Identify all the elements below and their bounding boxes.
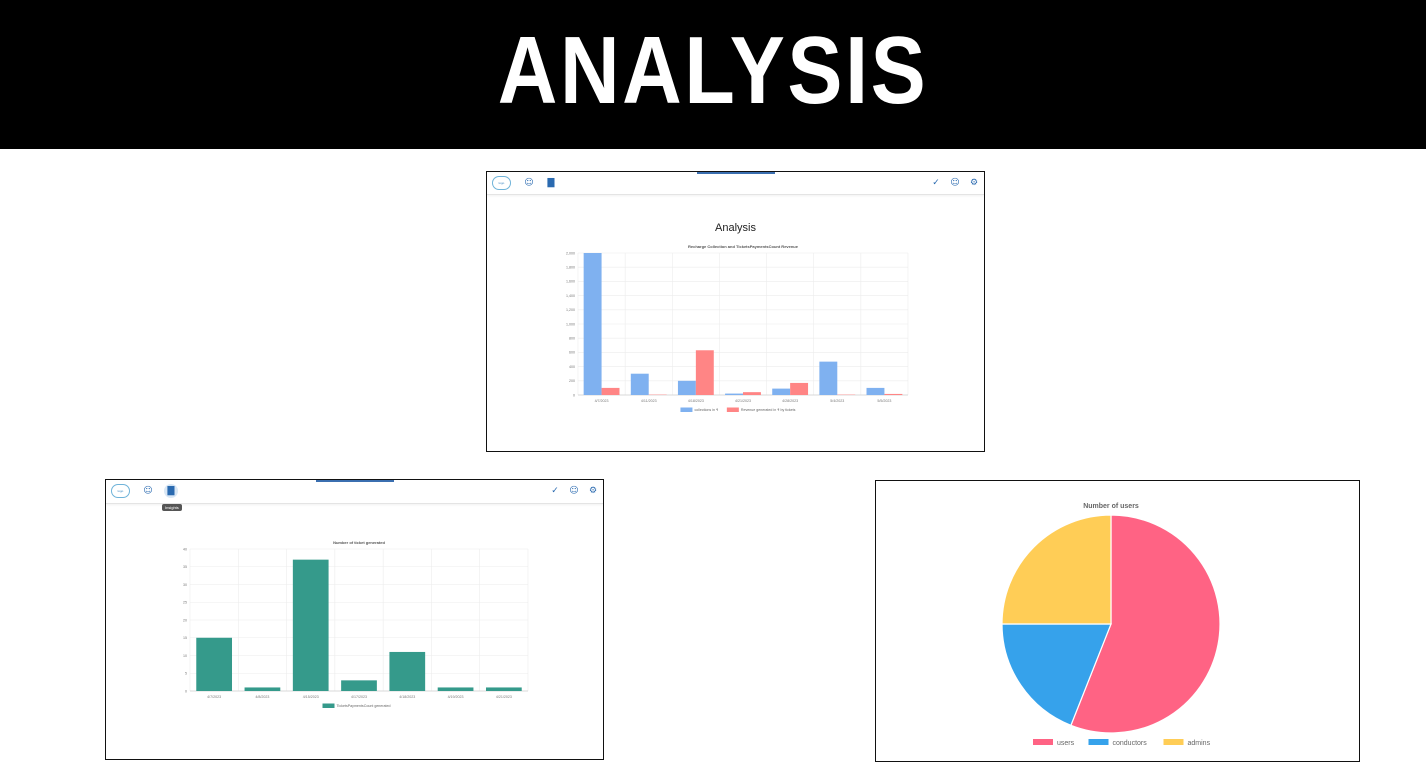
bar — [583, 253, 602, 395]
y-tick-label: 25 — [183, 601, 187, 605]
verified-icon[interactable]: ✓ — [932, 178, 940, 188]
bar — [601, 387, 620, 395]
x-tick-label: 4/8/2023 — [255, 695, 269, 699]
x-tick-label: 4/11/2023 — [641, 399, 657, 403]
legend-swatch — [726, 407, 739, 412]
pie-slice — [1070, 514, 1221, 734]
bar — [772, 388, 791, 395]
user-search-icon[interactable]: ☺ — [569, 486, 579, 496]
x-tick-label: 4/17/2023 — [351, 695, 367, 699]
app-logo[interactable]: logo — [492, 176, 511, 190]
x-tick-label: 5/4/2023 — [830, 399, 844, 403]
y-tick-label: 1,600 — [566, 280, 575, 284]
bar — [244, 687, 281, 691]
y-tick-label: 200 — [569, 379, 575, 383]
y-tick-label: 10 — [183, 654, 187, 658]
users-screenshot: Number of users users conductors admins — [875, 480, 1360, 762]
verified-icon[interactable]: ✓ — [551, 486, 559, 496]
page-title: Analysis — [715, 222, 756, 234]
x-tick-label: 4/15/2023 — [303, 695, 319, 699]
legend-swatch — [680, 407, 693, 412]
x-tick-label: 4/21/2023 — [496, 695, 512, 699]
y-tick-label: 600 — [569, 351, 575, 355]
bar — [695, 350, 714, 395]
bar — [389, 651, 426, 691]
x-tick-label: 4/7/2023 — [595, 399, 609, 403]
banner-title: ANALYSIS — [497, 17, 929, 124]
x-tick-label: 4/7/2023 — [207, 695, 221, 699]
y-tick-label: 0 — [573, 393, 575, 397]
tickets-screenshot: logo ☺ ▇ ✓ ☺ ⚙ Insights Number of ticket… — [105, 479, 604, 760]
x-tick-label: 4/21/2023 — [735, 399, 751, 403]
bar — [884, 393, 903, 395]
y-tick-label: 5 — [185, 672, 187, 676]
user-icon[interactable]: ☺ — [524, 178, 534, 188]
legend-label: users — [1057, 740, 1075, 747]
user-icon[interactable]: ☺ — [143, 486, 153, 496]
legend-swatch — [1033, 739, 1053, 745]
revenue-screenshot: logo ☺ ▇ ✓ ☺ ⚙ Analysis Recharge Collect… — [486, 171, 985, 452]
y-tick-label: 15 — [183, 636, 187, 640]
y-tick-label: 1,200 — [566, 308, 575, 312]
bar — [677, 380, 696, 395]
y-tick-label: 1,400 — [566, 294, 575, 298]
legend-label: admins — [1188, 740, 1211, 747]
x-tick-label: 4/18/2023 — [399, 695, 415, 699]
legend-swatch — [1088, 739, 1109, 745]
y-tick-label: 20 — [183, 618, 187, 622]
bar — [819, 361, 838, 395]
title-banner: ANALYSIS — [0, 0, 1426, 149]
bar — [196, 637, 233, 691]
app-bar: logo ☺ ▇ ✓ ☺ ⚙ — [106, 480, 603, 504]
bar — [866, 387, 885, 395]
tickets-bar-chart: Number of ticket generated 0 5 10 15 20 25 30 35… — [183, 540, 529, 708]
legend-label: TicketsPaymentsCount generated — [337, 704, 391, 708]
legend-swatch — [322, 703, 335, 708]
bar — [437, 687, 474, 691]
y-tick-label: 1,000 — [566, 322, 575, 326]
bar — [725, 393, 743, 395]
pie-slice — [1001, 514, 1112, 625]
chart-title: Number of ticket generated — [333, 540, 385, 545]
bar — [630, 373, 649, 395]
pie-slice — [1001, 623, 1112, 727]
legend-label: collections in ₹ — [694, 408, 719, 412]
revenue-bar-chart: Recharge Collection and TicketsPaymentsC… — [566, 244, 909, 412]
bar — [292, 559, 329, 691]
y-tick-label: 800 — [569, 337, 575, 341]
bar — [743, 392, 761, 395]
y-tick-label: 35 — [183, 565, 187, 569]
x-tick-label: 4/28/2023 — [782, 399, 798, 403]
user-settings-icon[interactable]: ⚙ — [588, 486, 598, 496]
legend-label: conductors — [1113, 740, 1148, 747]
y-tick-label: 2,000 — [566, 251, 575, 255]
active-tab-indicator — [316, 480, 394, 482]
x-tick-label: 4/18/2023 — [688, 399, 704, 403]
x-tick-label: 5/5/2023 — [877, 399, 891, 403]
y-tick-label: 0 — [185, 689, 187, 693]
app-logo[interactable]: logo — [111, 484, 130, 498]
bar-chart-icon[interactable]: ▇ — [164, 484, 178, 498]
bar — [485, 687, 522, 691]
user-search-icon[interactable]: ☺ — [950, 178, 960, 188]
active-tab-indicator — [697, 172, 775, 174]
bar-chart-icon[interactable]: ▇ — [547, 178, 555, 188]
y-tick-label: 400 — [569, 365, 575, 369]
bar — [341, 680, 377, 691]
y-tick-label: 40 — [183, 547, 187, 551]
y-tick-label: 1,800 — [566, 266, 575, 270]
user-settings-icon[interactable]: ⚙ — [969, 178, 979, 188]
bar — [790, 382, 809, 395]
app-bar: logo ☺ ▇ ✓ ☺ ⚙ — [487, 172, 984, 195]
legend-swatch — [1163, 739, 1184, 745]
x-tick-label: 4/19/2023 — [448, 695, 464, 699]
chart-title: Number of users — [1083, 503, 1139, 510]
users-pie-chart: Number of users users conductors admins — [1001, 503, 1221, 747]
legend-label: Revenue generated in ₹ by tickets — [741, 408, 796, 412]
chart-title: Recharge Collection and TicketsPaymentsC… — [688, 244, 799, 249]
insights-tooltip: Insights — [162, 504, 182, 511]
y-tick-label: 30 — [183, 583, 187, 587]
